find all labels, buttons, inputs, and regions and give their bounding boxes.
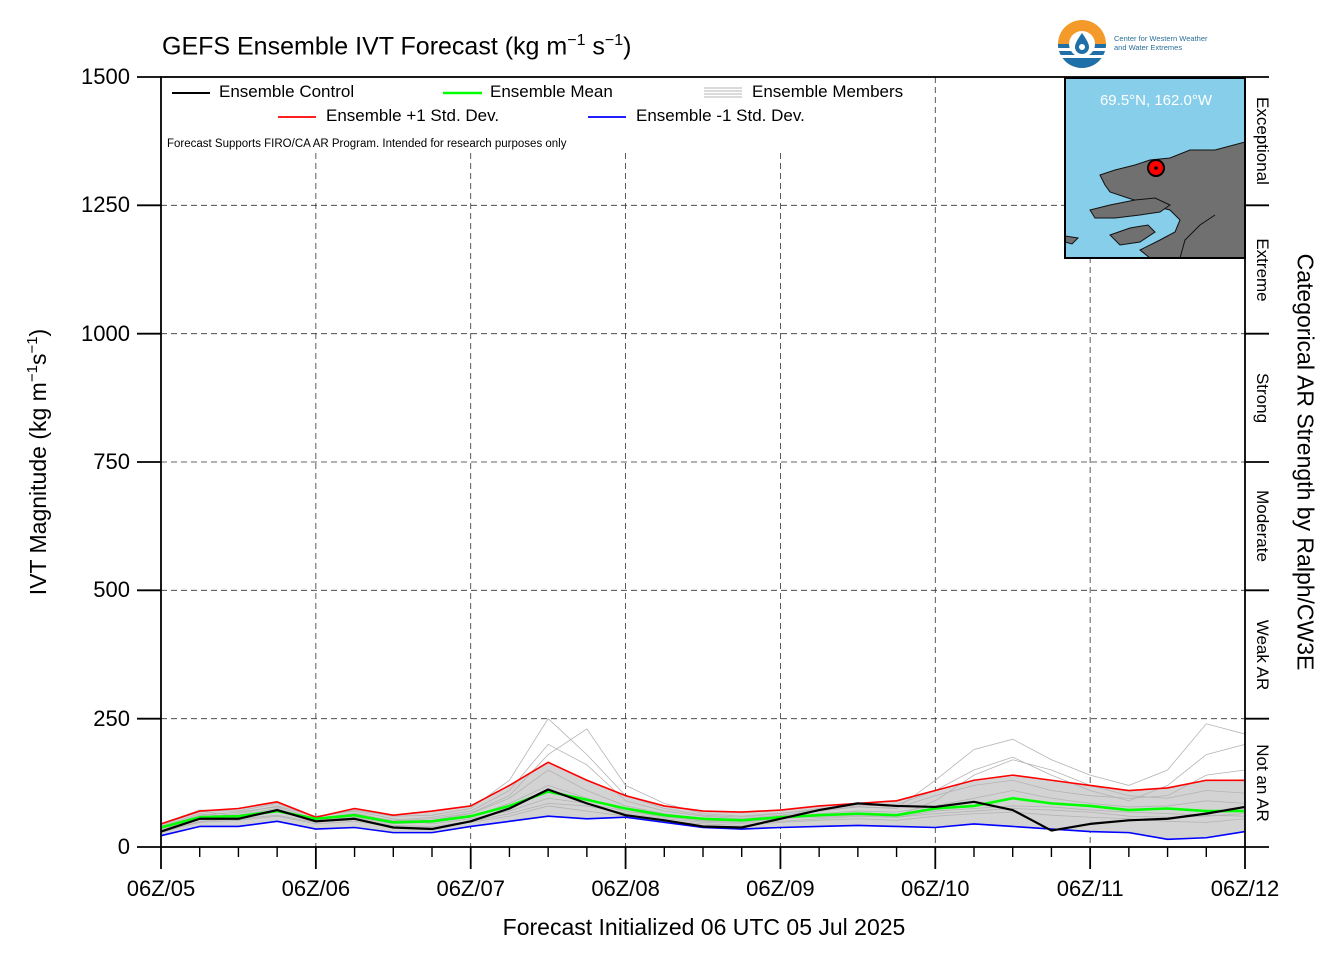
inset-frame (1064, 77, 1246, 259)
title-sup2: −1 (604, 32, 624, 49)
ytick-label: 1500 (81, 64, 130, 89)
y-title-mid: s (24, 353, 51, 366)
logo-text: Center for Western Weather and Water Ext… (1114, 34, 1244, 52)
member-line-7 (160, 728, 1246, 828)
xtick-label: 06Z/06 (281, 876, 351, 901)
series-lines (160, 761, 1246, 841)
title-mid: s (585, 32, 605, 61)
control-line (160, 788, 1246, 833)
ytick-label: 500 (93, 577, 130, 603)
legend-label-plus-std: Ensemble +1 Std. Dev. (326, 106, 500, 125)
plus-std-line (160, 761, 1245, 825)
xtick-label: 06Z/09 (746, 876, 815, 901)
inset-map (1064, 77, 1246, 259)
legend-swatch-members (704, 87, 742, 98)
legend-swatches (172, 87, 742, 118)
y-title-prefix: IVT Magnitude (kg m (24, 382, 51, 596)
xtick-label: 06Z/05 (126, 876, 196, 901)
ytick-label: 750 (93, 449, 130, 474)
xtick-label: 06Z/08 (591, 876, 660, 901)
title-main: GEFS Ensemble IVT Forecast (kg m (162, 32, 568, 61)
xtick-label: 06Z/07 (436, 876, 505, 901)
cw3e-logo-icon (1058, 20, 1106, 68)
location-marker-dot (1154, 166, 1158, 170)
y-title-end: ) (24, 328, 51, 337)
mean-line (160, 790, 1245, 829)
xtick-label: 06Z/10 (901, 876, 970, 901)
y-title-sup2: −1 (24, 336, 42, 354)
inset-border (1179, 214, 1216, 259)
legend-label-minus-std: Ensemble -1 Std. Dev. (636, 106, 805, 125)
y-axis-title: IVT Magnitude (kg m−1s−1) (24, 329, 52, 595)
member-line-6 (160, 805, 1246, 832)
inset-land-peninsula (1089, 197, 1171, 219)
ytick-label: 1250 (81, 192, 130, 218)
chart-title: GEFS Ensemble IVT Forecast (kg m−1 s−1) (162, 32, 632, 61)
ytick-label: 1000 (81, 320, 130, 346)
x-axis-title: Forecast Initialized 06 UTC 05 Jul 2025 (502, 914, 906, 940)
legend-label-control: Ensemble Control (219, 82, 355, 101)
xtick-label: 06Z/12 (1210, 876, 1280, 901)
member-line-0 (160, 784, 1246, 831)
ytick-label: 0 (117, 834, 130, 859)
xtick-label: 06Z/11 (1056, 876, 1124, 901)
title-end: ) (623, 32, 632, 61)
inset-location-label: 69.5°N, 162.0°W (1099, 92, 1213, 109)
member-line-5 (160, 718, 1246, 825)
y-title-sup1: −1 (24, 365, 42, 383)
legend-label-members: Ensemble Members (752, 82, 904, 101)
logo-line2: and Water Extremes (1114, 43, 1183, 52)
right-axis-title: Categorical AR Strength by Ralph/CW3E (1292, 253, 1319, 671)
inset-land-south (1109, 224, 1156, 246)
logo-line1: Center for Western Weather (1114, 34, 1208, 43)
category-label: Not an AR (1253, 744, 1272, 822)
legend-label-mean: Ensemble Mean (490, 82, 613, 101)
ytick-label: 250 (93, 705, 130, 731)
axis-ticks (137, 76, 1269, 869)
title-sup1: −1 (567, 32, 586, 49)
gridlines (161, 77, 1245, 847)
disclaimer: Forecast Supports FIRO/CA AR Program. In… (167, 138, 567, 150)
